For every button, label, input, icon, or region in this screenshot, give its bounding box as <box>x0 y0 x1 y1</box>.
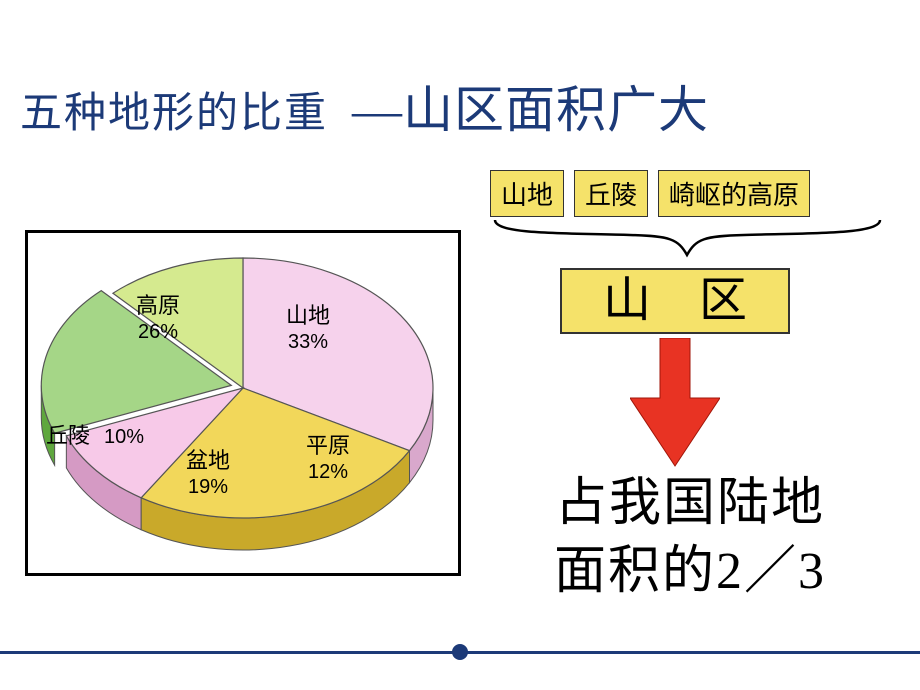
conclusion-text: 占我国陆地 面积的2／3 <box>470 470 910 605</box>
pie-chart-container: 山地 33% 高原 26% 丘陵 10% 盆地 19% 平原 12% <box>25 230 461 576</box>
footer-circle-icon <box>452 644 468 660</box>
svg-text:10%: 10% <box>104 426 144 448</box>
svg-text:盆地: 盆地 <box>186 448 230 473</box>
conclusion-line1: 占我国陆地 <box>470 470 910 538</box>
svg-text:平原: 平原 <box>306 433 350 458</box>
svg-text:高原: 高原 <box>136 293 180 318</box>
down-arrow-icon <box>630 338 720 468</box>
category-box-plateau: 崎岖的高原 <box>658 170 810 217</box>
category-boxes-row: 山地 丘陵 崎岖的高原 <box>490 170 810 217</box>
svg-text:山地: 山地 <box>286 303 330 328</box>
title-left: 五种地形的比重 <box>20 91 328 137</box>
conclusion-line2: 面积的2／3 <box>470 538 910 606</box>
svg-text:12%: 12% <box>308 461 348 483</box>
svg-text:26%: 26% <box>138 321 178 343</box>
combined-region-box: 山 区 <box>560 268 790 334</box>
svg-text:33%: 33% <box>288 331 328 353</box>
svg-text:19%: 19% <box>188 476 228 498</box>
svg-text:丘陵: 丘陵 <box>46 423 90 448</box>
category-box-mountain: 山地 <box>490 170 564 217</box>
curly-brace <box>490 215 885 260</box>
pie-chart: 山地 33% 高原 26% 丘陵 10% 盆地 19% 平原 12% <box>28 233 458 573</box>
title-right: —山区面积广大 <box>352 82 709 138</box>
page-title-row: 五种地形的比重 —山区面积广大 <box>20 70 900 142</box>
category-box-hills: 丘陵 <box>574 170 648 217</box>
